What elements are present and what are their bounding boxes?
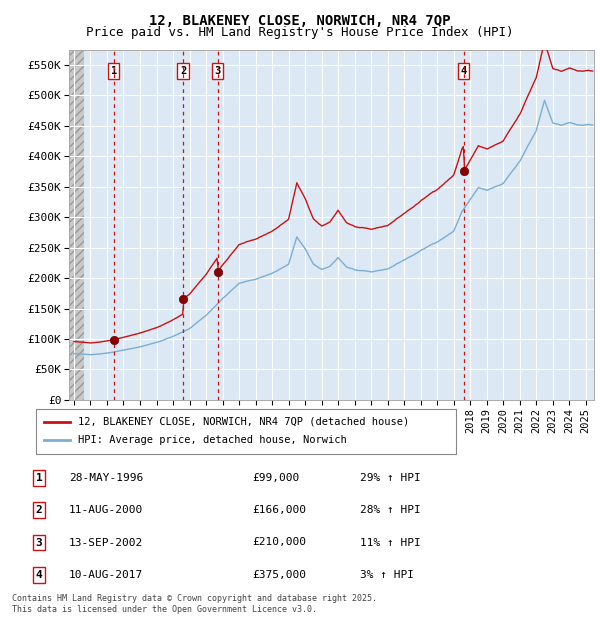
Text: £99,000: £99,000 [252, 473, 299, 483]
FancyBboxPatch shape [36, 409, 456, 454]
Text: 1: 1 [110, 66, 117, 76]
Text: 29% ↑ HPI: 29% ↑ HPI [360, 473, 421, 483]
Text: 2: 2 [180, 66, 186, 76]
Text: 1: 1 [35, 473, 43, 483]
Text: 11% ↑ HPI: 11% ↑ HPI [360, 538, 421, 547]
Text: 28-MAY-1996: 28-MAY-1996 [69, 473, 143, 483]
Text: 12, BLAKENEY CLOSE, NORWICH, NR4 7QP: 12, BLAKENEY CLOSE, NORWICH, NR4 7QP [149, 14, 451, 28]
Text: 2: 2 [35, 505, 43, 515]
Text: 3: 3 [35, 538, 43, 547]
Text: 13-SEP-2002: 13-SEP-2002 [69, 538, 143, 547]
Text: 10-AUG-2017: 10-AUG-2017 [69, 570, 143, 580]
Text: HPI: Average price, detached house, Norwich: HPI: Average price, detached house, Norw… [78, 435, 347, 445]
Text: £166,000: £166,000 [252, 505, 306, 515]
Text: Contains HM Land Registry data © Crown copyright and database right 2025.
This d: Contains HM Land Registry data © Crown c… [12, 595, 377, 614]
Text: 3: 3 [214, 66, 221, 76]
Text: 11-AUG-2000: 11-AUG-2000 [69, 505, 143, 515]
Text: Price paid vs. HM Land Registry's House Price Index (HPI): Price paid vs. HM Land Registry's House … [86, 26, 514, 39]
Bar [69, 50, 83, 400]
Text: 28% ↑ HPI: 28% ↑ HPI [360, 505, 421, 515]
Text: 4: 4 [461, 66, 467, 76]
Text: £210,000: £210,000 [252, 538, 306, 547]
Text: 4: 4 [35, 570, 43, 580]
Text: £375,000: £375,000 [252, 570, 306, 580]
Text: 12, BLAKENEY CLOSE, NORWICH, NR4 7QP (detached house): 12, BLAKENEY CLOSE, NORWICH, NR4 7QP (de… [78, 417, 409, 427]
Text: 3% ↑ HPI: 3% ↑ HPI [360, 570, 414, 580]
